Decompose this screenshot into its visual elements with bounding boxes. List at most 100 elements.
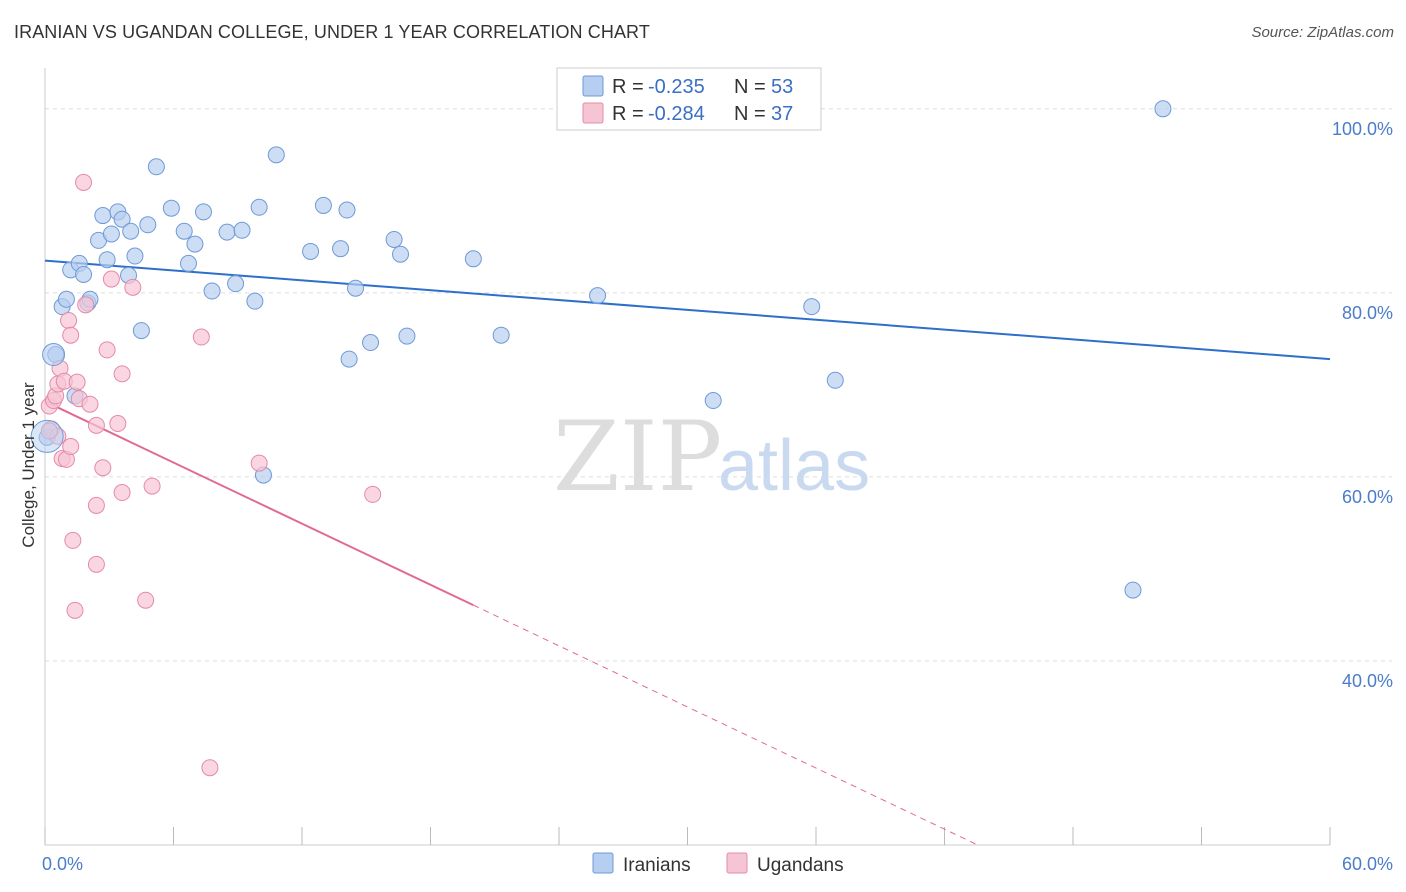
- y-tick-label: 40.0%: [1342, 671, 1393, 691]
- iranian-point: [132, 322, 150, 340]
- ugandan-point: [137, 591, 155, 609]
- iranian-point: [102, 225, 120, 243]
- iranian-point: [340, 350, 358, 368]
- watermark-zip: ZIP: [553, 401, 722, 513]
- iranian-point: [1154, 100, 1172, 118]
- legend-r-label: R =: [612, 76, 644, 98]
- ugandan-point: [64, 531, 82, 549]
- iranian-point: [147, 158, 165, 176]
- legend-label-ugandans: Ugandans: [757, 855, 844, 876]
- iranian-point: [94, 207, 112, 225]
- iranian-point: [122, 222, 140, 240]
- x-tick-label: 0.0%: [42, 854, 83, 874]
- ugandan-point: [109, 415, 127, 433]
- ugandan-point: [250, 454, 268, 472]
- legend-n-iranians: 53: [771, 76, 793, 98]
- iranian-point: [347, 279, 365, 297]
- ugandan-point: [94, 459, 112, 477]
- iranian-point: [126, 247, 144, 265]
- ugandan-point: [75, 173, 93, 191]
- iranian-point: [826, 371, 844, 389]
- trend-lines: [44, 259, 1331, 846]
- iranian-point: [398, 327, 416, 345]
- ugandan-point: [62, 438, 80, 456]
- y-tick-labels: 100.0% 80.0% 60.0% 40.0%: [1332, 119, 1393, 691]
- iranian-point: [704, 392, 722, 410]
- iranians-trend-line: [44, 259, 1331, 361]
- axes: [44, 68, 1331, 846]
- iranian-point-cluster: [42, 343, 66, 367]
- iranian-point: [57, 290, 75, 308]
- iranian-point: [186, 235, 204, 253]
- iranian-point: [338, 201, 356, 219]
- iranian-point: [194, 203, 212, 221]
- iranian-point: [113, 210, 131, 228]
- y-tick-label: 60.0%: [1342, 487, 1393, 507]
- iranian-point: [246, 292, 264, 310]
- iranian-point: [250, 198, 268, 216]
- iranian-point: [139, 216, 157, 234]
- ugandan-point: [77, 296, 95, 314]
- iranian-point: [385, 230, 403, 248]
- ugandans-trend-extension: [473, 604, 979, 846]
- legend-n-label: N =: [734, 103, 766, 125]
- iranian-point: [162, 199, 180, 217]
- ugandans-trend-line: [44, 400, 474, 607]
- ugandan-point: [124, 278, 142, 296]
- source-label: Source: ZipAtlas.com: [1251, 24, 1394, 41]
- x-tick-label: 60.0%: [1342, 854, 1393, 874]
- grid-lines: [45, 108, 1392, 662]
- y-axis-label: College, Under 1 year: [19, 382, 38, 548]
- ugandan-point: [192, 328, 210, 346]
- iranian-point: [267, 146, 285, 164]
- legend-r-iranians: -0.235: [648, 76, 705, 98]
- ugandan-point: [143, 477, 161, 495]
- iranian-point: [332, 240, 350, 258]
- iranian-point: [302, 242, 320, 260]
- iranian-point: [227, 275, 245, 293]
- ugandan-point: [87, 416, 105, 434]
- data-points: [30, 100, 1172, 777]
- iranian-point: [589, 287, 607, 305]
- iranian-point: [218, 223, 236, 241]
- iranian-point: [362, 334, 380, 352]
- iranian-point: [392, 245, 410, 263]
- ugandan-point: [60, 311, 78, 329]
- legend-swatch-iranians-bottom: [592, 852, 614, 874]
- ugandan-point: [66, 601, 84, 619]
- legend-r-ugandans: -0.284: [648, 103, 705, 125]
- watermark-atlas: atlas: [718, 426, 870, 506]
- iranian-point: [98, 251, 116, 269]
- y-tick-label: 80.0%: [1342, 303, 1393, 323]
- y-tick-label: 100.0%: [1332, 119, 1393, 139]
- ugandan-point: [62, 326, 80, 344]
- iranian-point: [203, 282, 221, 300]
- legend-swatch-ugandans-bottom: [726, 852, 748, 874]
- ugandan-point: [201, 759, 219, 777]
- iranian-point: [803, 298, 821, 316]
- series-legend: Iranians Ugandans: [592, 852, 844, 876]
- ugandan-point: [68, 373, 86, 391]
- x-tick-labels: 0.0% 60.0%: [42, 854, 1393, 874]
- ugandan-point: [87, 496, 105, 514]
- ugandan-point: [113, 484, 131, 502]
- iranian-point: [233, 221, 251, 239]
- ugandan-point: [364, 485, 382, 503]
- ugandan-point: [98, 341, 116, 359]
- legend-n-label: N =: [734, 76, 766, 98]
- iranian-point: [314, 196, 332, 214]
- iranian-point: [75, 265, 93, 283]
- iranian-point: [179, 254, 197, 272]
- legend-swatch-ugandans: [582, 102, 604, 124]
- ugandan-point: [81, 395, 99, 413]
- legend-swatch-iranians: [582, 75, 604, 97]
- chart-title: IRANIAN VS UGANDAN COLLEGE, UNDER 1 YEAR…: [14, 22, 650, 42]
- legend-n-ugandans: 37: [771, 103, 793, 125]
- ugandan-point: [113, 365, 131, 383]
- stats-legend: R = -0.235 N = 53 R = -0.284 N = 37: [556, 67, 822, 131]
- ugandan-point: [102, 270, 120, 288]
- ugandan-point: [87, 555, 105, 573]
- iranian-point: [175, 222, 193, 240]
- iranian-point: [492, 326, 510, 344]
